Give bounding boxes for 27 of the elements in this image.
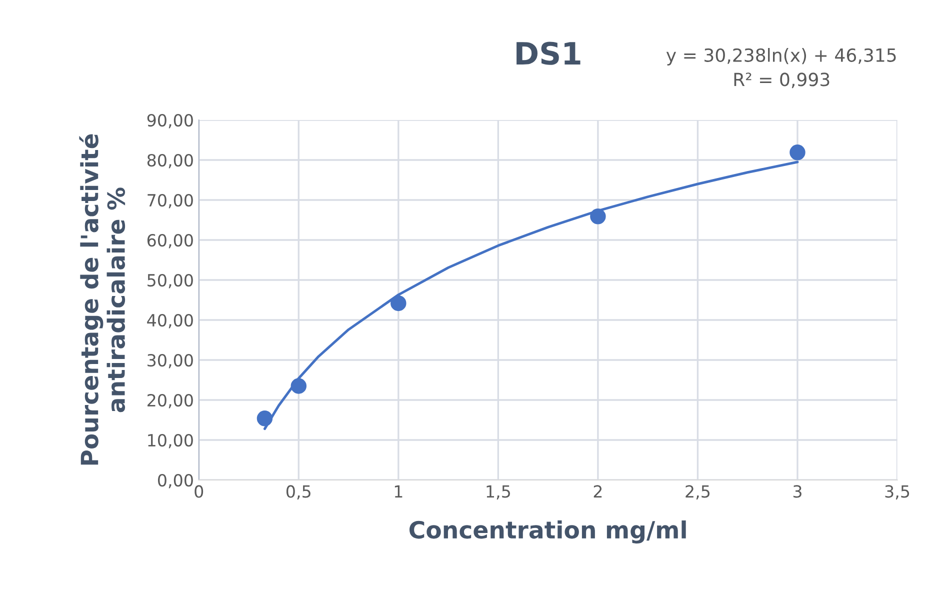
point	[790, 144, 806, 160]
x-tick-label: 1	[394, 485, 402, 498]
y-tick-label: 50,00	[148, 274, 193, 288]
x-tick-label: 3	[793, 485, 802, 498]
y-tick-label: 70,00	[148, 194, 193, 208]
x-tick-label: 0,5	[286, 485, 310, 500]
point	[590, 208, 606, 224]
chart-title: DS1	[516, 42, 580, 65]
y-tick-label: 60,00	[147, 234, 193, 248]
y-tick-label: 20,00	[148, 394, 193, 408]
point	[256, 410, 273, 426]
x-tick-label: 3,5	[885, 485, 910, 500]
y-tick-label: 10,00	[148, 434, 193, 448]
text: y = 30,238ln(x) + 46,315 R² = 0,993	[666, 48, 896, 88]
x-tick-label: 1,5	[486, 485, 510, 500]
x-axis-title: Concentration mg/ml	[409, 520, 686, 544]
y-tick-label: 30,00	[148, 354, 193, 368]
x-tick-label: 2,5	[686, 485, 710, 500]
y-tick-label: 0,00	[158, 474, 193, 488]
x-tick-label: 0	[194, 485, 204, 498]
y-tick-label: 80,00	[147, 154, 193, 168]
y-axis-title: Pourcentage de l'activité antiradicalaire %	[79, 134, 126, 465]
point	[390, 295, 406, 312]
y-tick-label: 90,00	[147, 114, 193, 128]
y-tick-label: 40,00	[147, 314, 193, 328]
x-tick-label: 2	[594, 485, 602, 498]
point	[290, 378, 307, 394]
